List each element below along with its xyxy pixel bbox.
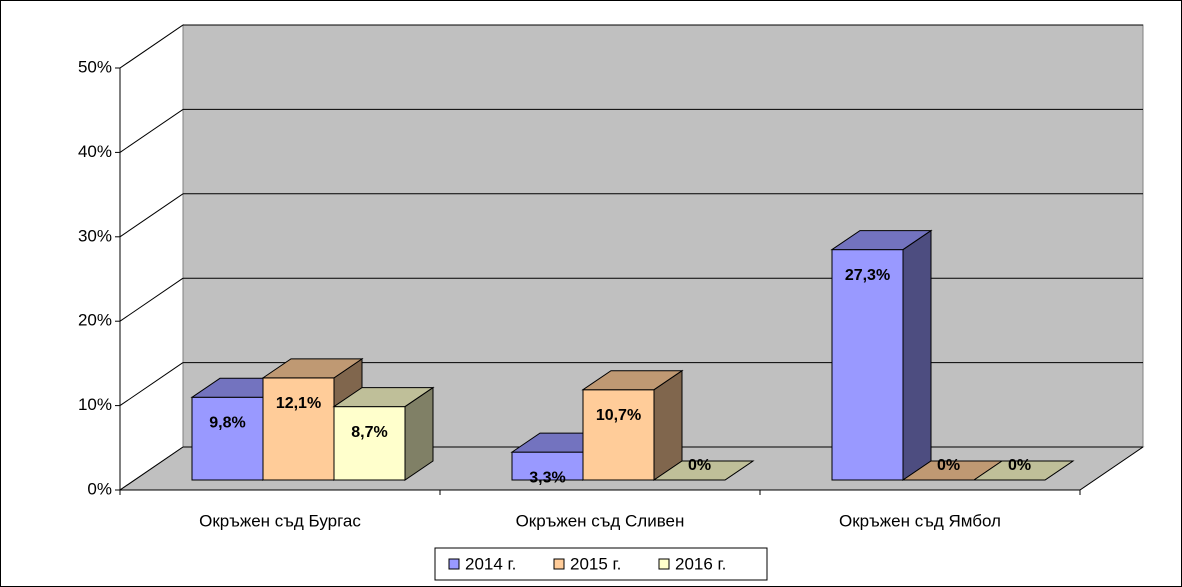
bar-side [902,229,932,481]
legend-label: 2015 г. [570,554,621,573]
legend-label: 2016 г. [675,554,726,573]
value-label: 0% [1008,457,1031,474]
legend-swatch [553,558,565,570]
value-label: 10,7% [596,407,641,424]
grid-line [119,108,184,153]
x-tick-label: Окръжен съд Ямбол [839,511,1001,530]
y-tick-label: 50% [78,57,112,76]
value-label: 0% [937,457,960,474]
value-label: 8,7% [351,424,387,441]
x-tick-label: Окръжен съд Бургас [199,511,361,530]
y-tick-label: 20% [78,311,112,330]
bar-top [332,387,435,408]
bar-top [261,358,364,379]
bar-top [972,460,1075,481]
bar-front [191,396,264,481]
bar-top [581,370,684,391]
bar-top [652,460,755,481]
value-label: 9,8% [209,415,245,432]
floor-edge [1079,446,1144,491]
legend-box [434,547,768,581]
value-label: 27,3% [845,267,890,284]
legend-swatch [658,558,670,570]
grid-line [119,193,184,238]
value-label: 3,3% [529,469,565,486]
legend-swatch [448,558,460,570]
bar-front [333,406,406,481]
bar-front [262,377,335,481]
y-tick-label: 0% [87,479,112,498]
y-tick-label: 30% [78,226,112,245]
value-label: 12,1% [276,395,321,412]
grid-line [119,362,184,407]
grid-line [119,24,184,69]
grid-line [119,446,184,491]
bar-front [831,249,904,481]
x-tick-label: Окръжен съд Сливен [516,511,685,530]
left-wall [119,24,184,491]
bar-front [582,389,655,481]
legend-label: 2014 г. [465,554,516,573]
bar-top [830,230,933,251]
value-label: 0% [688,457,711,474]
grid-line [119,277,184,322]
y-tick-label: 10% [78,395,112,414]
y-tick-label: 40% [78,142,112,161]
